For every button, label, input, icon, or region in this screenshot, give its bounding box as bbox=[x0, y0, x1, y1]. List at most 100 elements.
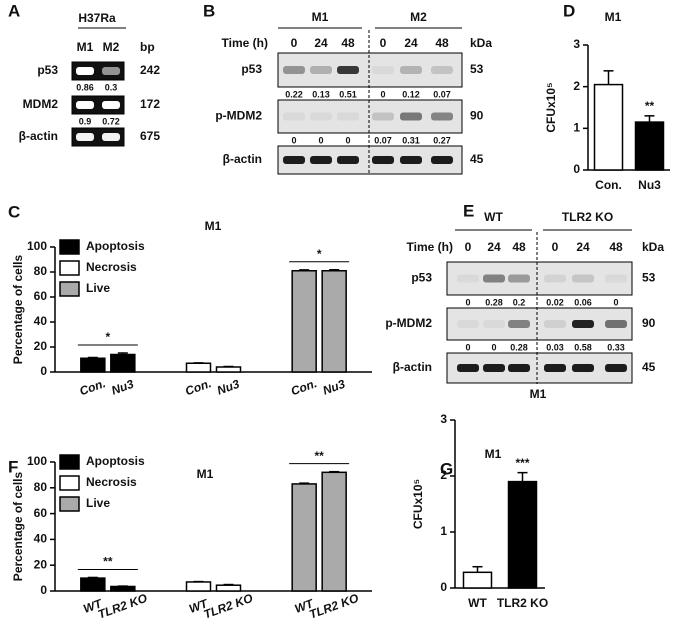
x-tick-label: Con. bbox=[78, 376, 108, 398]
row-label: p53 bbox=[37, 63, 58, 77]
band bbox=[508, 364, 530, 372]
legend-swatch bbox=[59, 496, 80, 512]
row-size: 53 bbox=[642, 271, 656, 285]
band-value: 0.07 bbox=[374, 135, 392, 145]
x-tick-label: Nu3 bbox=[638, 178, 661, 192]
band-value: 0.07 bbox=[433, 89, 451, 99]
panel-letter: B bbox=[203, 1, 215, 20]
y-tick-label: 20 bbox=[34, 557, 48, 571]
band bbox=[544, 320, 566, 328]
band bbox=[337, 156, 359, 164]
row-size: 53 bbox=[470, 62, 484, 76]
row-size: 172 bbox=[140, 97, 160, 111]
band bbox=[283, 112, 305, 121]
bar bbox=[110, 353, 136, 373]
band bbox=[431, 112, 453, 121]
x-tick-label: TLR2 KO bbox=[96, 591, 150, 622]
y-tick-label: 1 bbox=[440, 524, 447, 538]
y-tick-label: 0 bbox=[40, 583, 47, 597]
band-value: 0 bbox=[613, 297, 618, 307]
panel-letter: C bbox=[8, 202, 20, 221]
time-point: 24 bbox=[404, 36, 418, 50]
band bbox=[400, 156, 422, 164]
blot-footer: M1 bbox=[530, 387, 547, 401]
time-label: Time (h) bbox=[222, 36, 268, 50]
bar bbox=[593, 83, 624, 171]
band bbox=[372, 66, 394, 74]
legend-label: Necrosis bbox=[86, 475, 137, 489]
size-unit: kDa bbox=[470, 36, 492, 50]
band bbox=[310, 112, 332, 121]
band bbox=[605, 274, 627, 283]
lane-label: M1 bbox=[77, 40, 94, 54]
group-label: M2 bbox=[410, 10, 427, 24]
band-value: 0.06 bbox=[574, 297, 592, 307]
band-value: 0 bbox=[345, 135, 350, 145]
legend-label: Necrosis bbox=[86, 260, 137, 274]
time-point: 48 bbox=[341, 36, 355, 50]
y-axis-label: Percentage of cells bbox=[11, 254, 25, 364]
y-tick-label: 2 bbox=[573, 79, 580, 93]
band bbox=[102, 67, 120, 75]
row-size: 90 bbox=[642, 316, 656, 330]
y-tick-label: 2 bbox=[440, 468, 447, 482]
panel-letter: F bbox=[8, 457, 18, 476]
x-tick-label: Con. bbox=[595, 178, 622, 192]
y-tick-label: 20 bbox=[34, 339, 48, 353]
row-label: p53 bbox=[241, 62, 262, 76]
band-value: 0.51 bbox=[339, 89, 357, 99]
x-tick-label: Nu3 bbox=[321, 377, 347, 398]
bar bbox=[462, 571, 493, 589]
y-tick-label: 40 bbox=[34, 532, 48, 546]
band bbox=[76, 101, 94, 109]
size-unit: kDa bbox=[642, 240, 664, 254]
band-value: 0 bbox=[318, 135, 323, 145]
blot-box bbox=[71, 95, 125, 115]
y-tick-label: 0 bbox=[573, 162, 580, 176]
time-point: 24 bbox=[314, 36, 328, 50]
band bbox=[457, 274, 479, 283]
y-tick-label: 1 bbox=[573, 121, 580, 135]
band bbox=[572, 320, 594, 328]
band bbox=[508, 274, 530, 283]
blot-box bbox=[277, 52, 463, 88]
bar bbox=[80, 357, 106, 373]
blot-box bbox=[71, 127, 125, 147]
x-tick-label: WT bbox=[187, 596, 211, 616]
band bbox=[457, 320, 479, 328]
row-size: 90 bbox=[470, 109, 484, 123]
significance: * bbox=[317, 247, 322, 261]
blot-box bbox=[277, 99, 463, 134]
band bbox=[310, 66, 332, 74]
x-tick-label: TLR2 KO bbox=[202, 591, 256, 622]
blot-header: H37Ra bbox=[78, 11, 116, 25]
row-label: p53 bbox=[411, 271, 432, 285]
band-value: 0 bbox=[491, 342, 496, 352]
row-size: 242 bbox=[140, 63, 160, 77]
band bbox=[310, 156, 332, 164]
band-value: 0.03 bbox=[546, 342, 564, 352]
band-value: 0 bbox=[291, 135, 296, 145]
band-value: 0.12 bbox=[402, 89, 420, 99]
bar bbox=[291, 270, 317, 373]
y-tick-label: 3 bbox=[573, 37, 580, 51]
row-label: β-actin bbox=[393, 360, 432, 374]
y-axis-label: Percentage of cells bbox=[11, 471, 25, 581]
band-value: 0 bbox=[380, 89, 385, 99]
panel-letter: A bbox=[8, 1, 20, 20]
x-tick-label: TLR2 KO bbox=[497, 596, 548, 610]
x-tick-label: TLR2 KO bbox=[307, 591, 361, 622]
band bbox=[483, 364, 505, 372]
band bbox=[76, 67, 94, 75]
lane-label: M2 bbox=[103, 40, 120, 54]
y-tick-label: 80 bbox=[34, 264, 48, 278]
band bbox=[431, 156, 453, 164]
band bbox=[483, 274, 505, 283]
bar bbox=[321, 471, 347, 592]
band-value: 0.02 bbox=[546, 297, 564, 307]
y-tick-label: 0 bbox=[40, 364, 47, 378]
y-tick-label: 3 bbox=[440, 412, 447, 426]
band-value: 0.9 bbox=[79, 116, 92, 126]
chart-title: M1 bbox=[485, 447, 502, 461]
